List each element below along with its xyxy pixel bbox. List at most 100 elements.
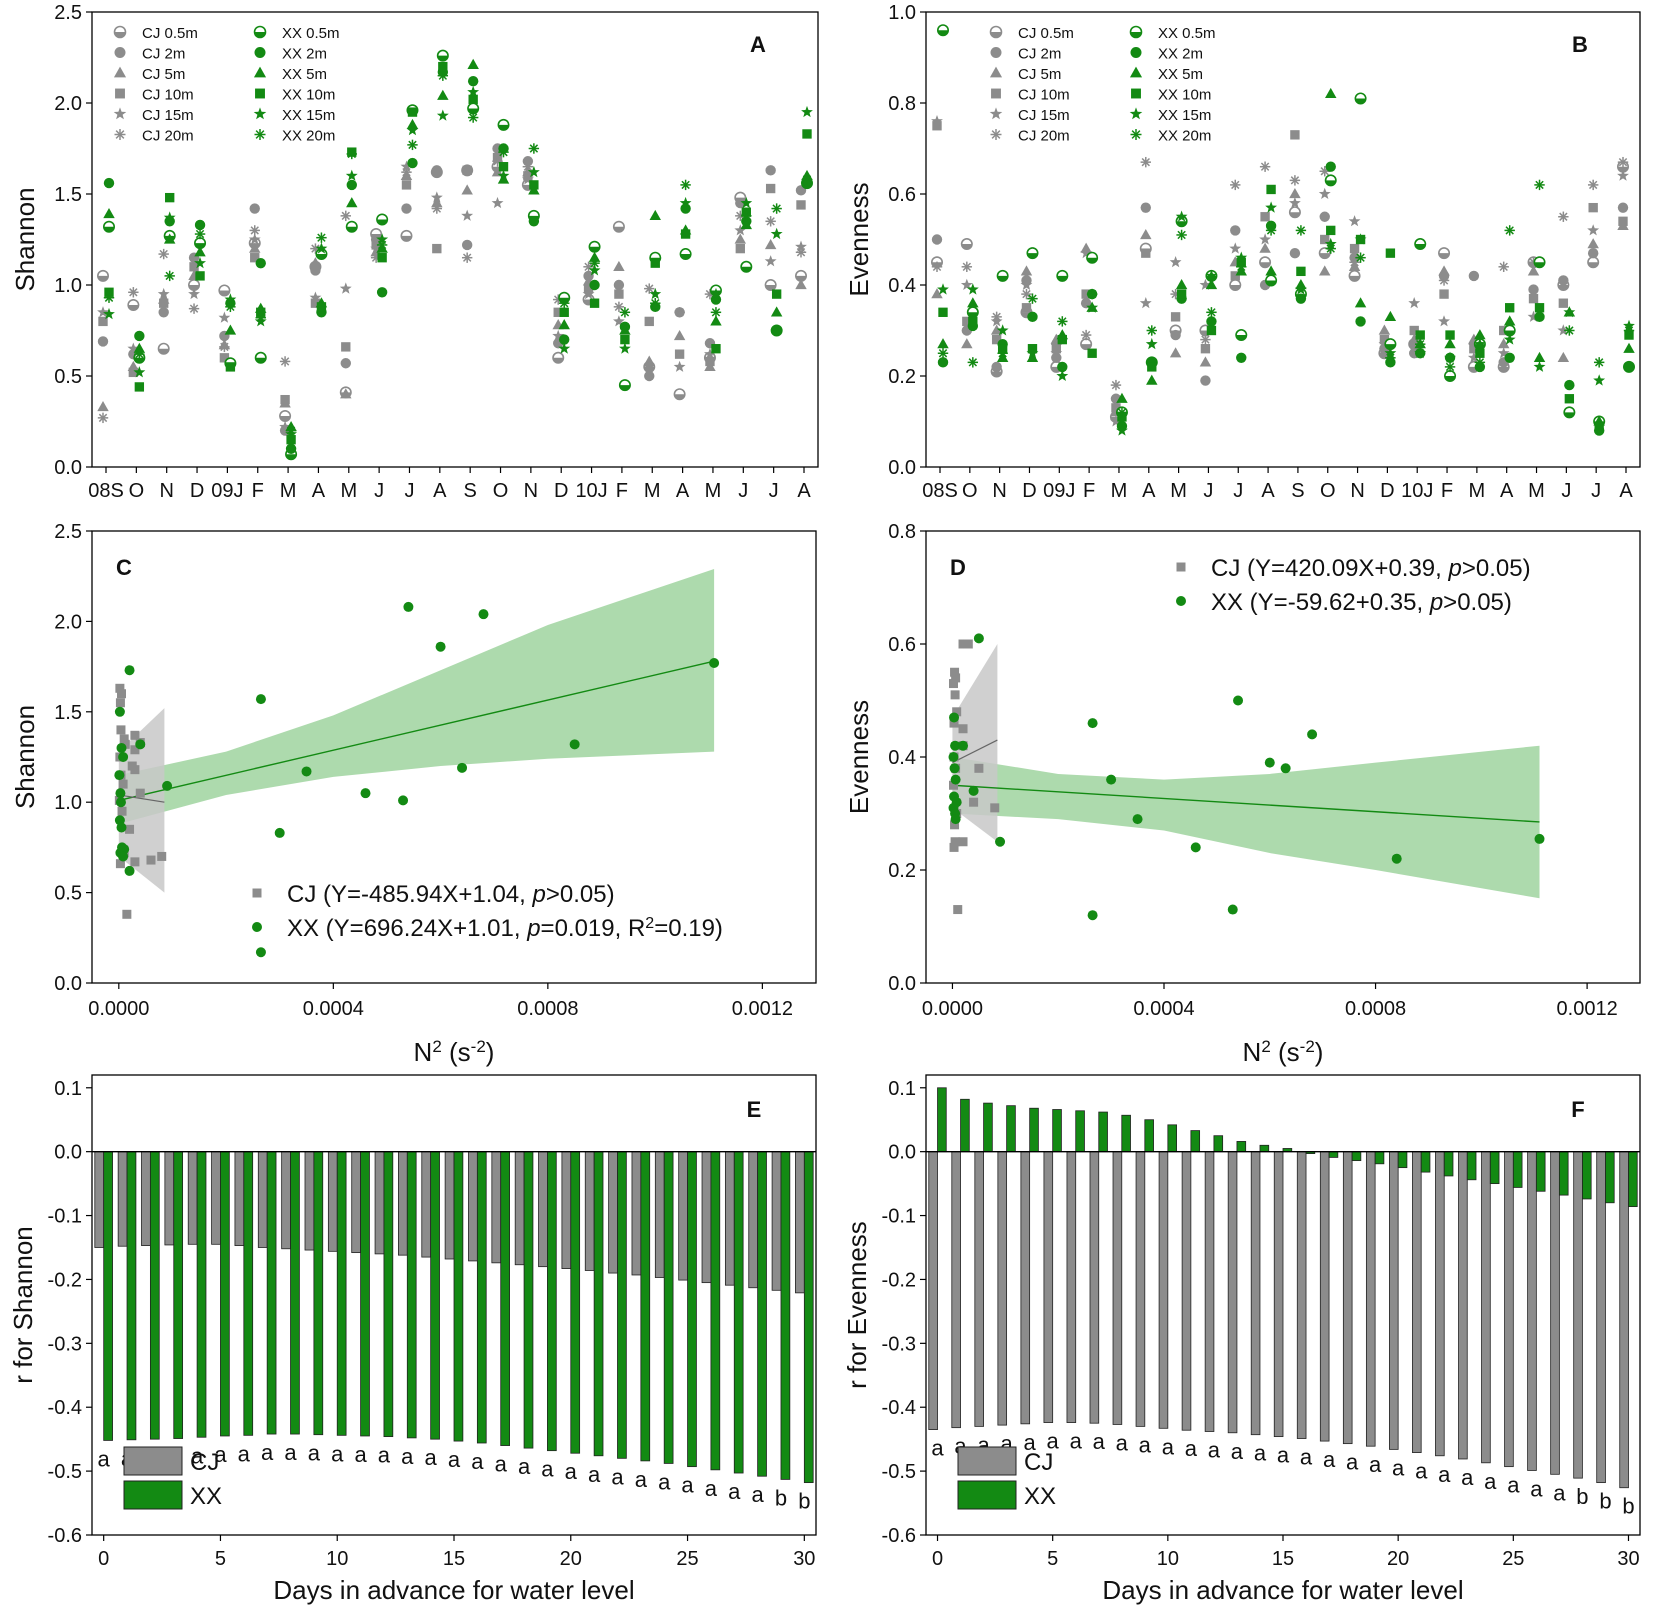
cj-point — [1289, 247, 1301, 259]
cj-point — [248, 233, 261, 245]
legend-swatch — [123, 1480, 183, 1510]
xx-bar — [937, 1087, 947, 1153]
cj-point — [674, 349, 685, 359]
xx-bar — [593, 1151, 604, 1457]
xx-point — [771, 325, 782, 336]
cj-point — [127, 342, 140, 354]
xx-point — [1056, 269, 1069, 282]
cj-bar — [1273, 1151, 1284, 1438]
significance-letter: b — [1622, 1494, 1634, 1519]
cj-point — [1199, 278, 1212, 290]
cj-bar — [1481, 1151, 1491, 1464]
cj-point — [614, 289, 624, 299]
xx-point — [436, 49, 449, 62]
cj-point — [643, 355, 655, 366]
x-tick-label: J — [1591, 480, 1601, 502]
cj-point — [1259, 233, 1271, 245]
x-tick-label: F — [1083, 480, 1095, 502]
x-tick-label: J — [404, 480, 414, 502]
cj-bar — [1181, 1151, 1192, 1431]
legend-label: CJ 10m — [142, 87, 194, 104]
significance-letter: a — [518, 1454, 531, 1479]
cj-point — [159, 298, 169, 308]
cj-point — [1468, 270, 1480, 282]
x-tick-label: 0.0000 — [922, 998, 983, 1020]
xx-point — [569, 739, 580, 750]
xx-point — [103, 307, 115, 320]
xx-point — [1354, 92, 1367, 105]
cj-point — [1557, 324, 1570, 336]
cj-bar — [1296, 1151, 1307, 1439]
y-tick-label: 0.0 — [54, 973, 82, 995]
y-tick-label: -0.5 — [48, 1461, 82, 1483]
cj-point — [795, 247, 807, 258]
legend-marker — [114, 129, 126, 140]
cj-bar — [678, 1151, 688, 1281]
cj-point — [1587, 224, 1600, 236]
xx-bar — [453, 1151, 464, 1442]
xx-point — [1206, 325, 1217, 336]
significance-letter: a — [191, 1443, 204, 1468]
cj-point — [1349, 257, 1360, 268]
cj-point — [1587, 256, 1600, 269]
xx-bar — [1397, 1151, 1408, 1169]
xx-bar — [500, 1151, 510, 1446]
xx-bar — [243, 1151, 254, 1436]
significance-letter: a — [98, 1446, 111, 1471]
y-tick-label: 0.0 — [888, 1142, 916, 1164]
cj-point — [961, 338, 973, 349]
y-axis-label: r for Shannon — [8, 1226, 38, 1384]
x-tick-label: J — [1561, 480, 1571, 502]
legend-marker — [989, 66, 1003, 78]
cj-point — [188, 287, 200, 300]
xx-point — [1057, 334, 1067, 345]
xx-bar — [1259, 1144, 1270, 1153]
cj-bar — [1504, 1151, 1514, 1468]
cj-point — [1110, 379, 1122, 391]
cj-point — [127, 299, 140, 312]
legend-marker — [114, 47, 126, 58]
cj-point — [765, 165, 776, 176]
xx-point — [1444, 351, 1456, 363]
y-tick-label: 1.5 — [54, 184, 82, 206]
xx-point — [162, 780, 173, 791]
xx-point — [164, 270, 175, 282]
xx-bar — [1512, 1151, 1523, 1188]
legend-swatch — [957, 1446, 1017, 1476]
cj-point — [130, 857, 140, 867]
xx-point — [1176, 289, 1187, 299]
xx-point — [346, 179, 357, 191]
cj-point — [1618, 216, 1628, 226]
legend-marker — [254, 47, 266, 58]
cj-bar — [1619, 1151, 1629, 1489]
cj-bar — [1573, 1151, 1583, 1479]
cj-point — [430, 191, 443, 203]
xx-point — [118, 752, 129, 762]
cj-bar — [141, 1151, 151, 1246]
cj-point — [1527, 310, 1540, 322]
cj-point — [1200, 375, 1211, 386]
xx-point — [468, 94, 478, 105]
cj-point — [1558, 298, 1569, 308]
cj-bar — [1066, 1151, 1077, 1423]
xx-bar — [383, 1151, 394, 1438]
cj-point — [796, 200, 806, 210]
xx-point — [115, 797, 126, 808]
cj-bar — [1250, 1151, 1261, 1436]
cj-point — [1348, 215, 1361, 227]
cj-bar — [1112, 1151, 1123, 1425]
cj-point — [1439, 289, 1449, 299]
cj-point — [1558, 275, 1569, 286]
significance-letter: a — [261, 1440, 274, 1465]
cj-point — [97, 336, 109, 347]
y-tick-label: -0.3 — [882, 1333, 916, 1355]
xx-bar — [1006, 1105, 1016, 1153]
xx-point — [163, 211, 176, 223]
xx-bar — [617, 1151, 627, 1459]
significance-letter: a — [1461, 1465, 1474, 1490]
xx-point — [973, 633, 984, 644]
cj-point — [189, 262, 199, 272]
xx-point — [1265, 225, 1277, 236]
legend-label: XX — [190, 1483, 222, 1510]
cj-point — [461, 184, 473, 195]
